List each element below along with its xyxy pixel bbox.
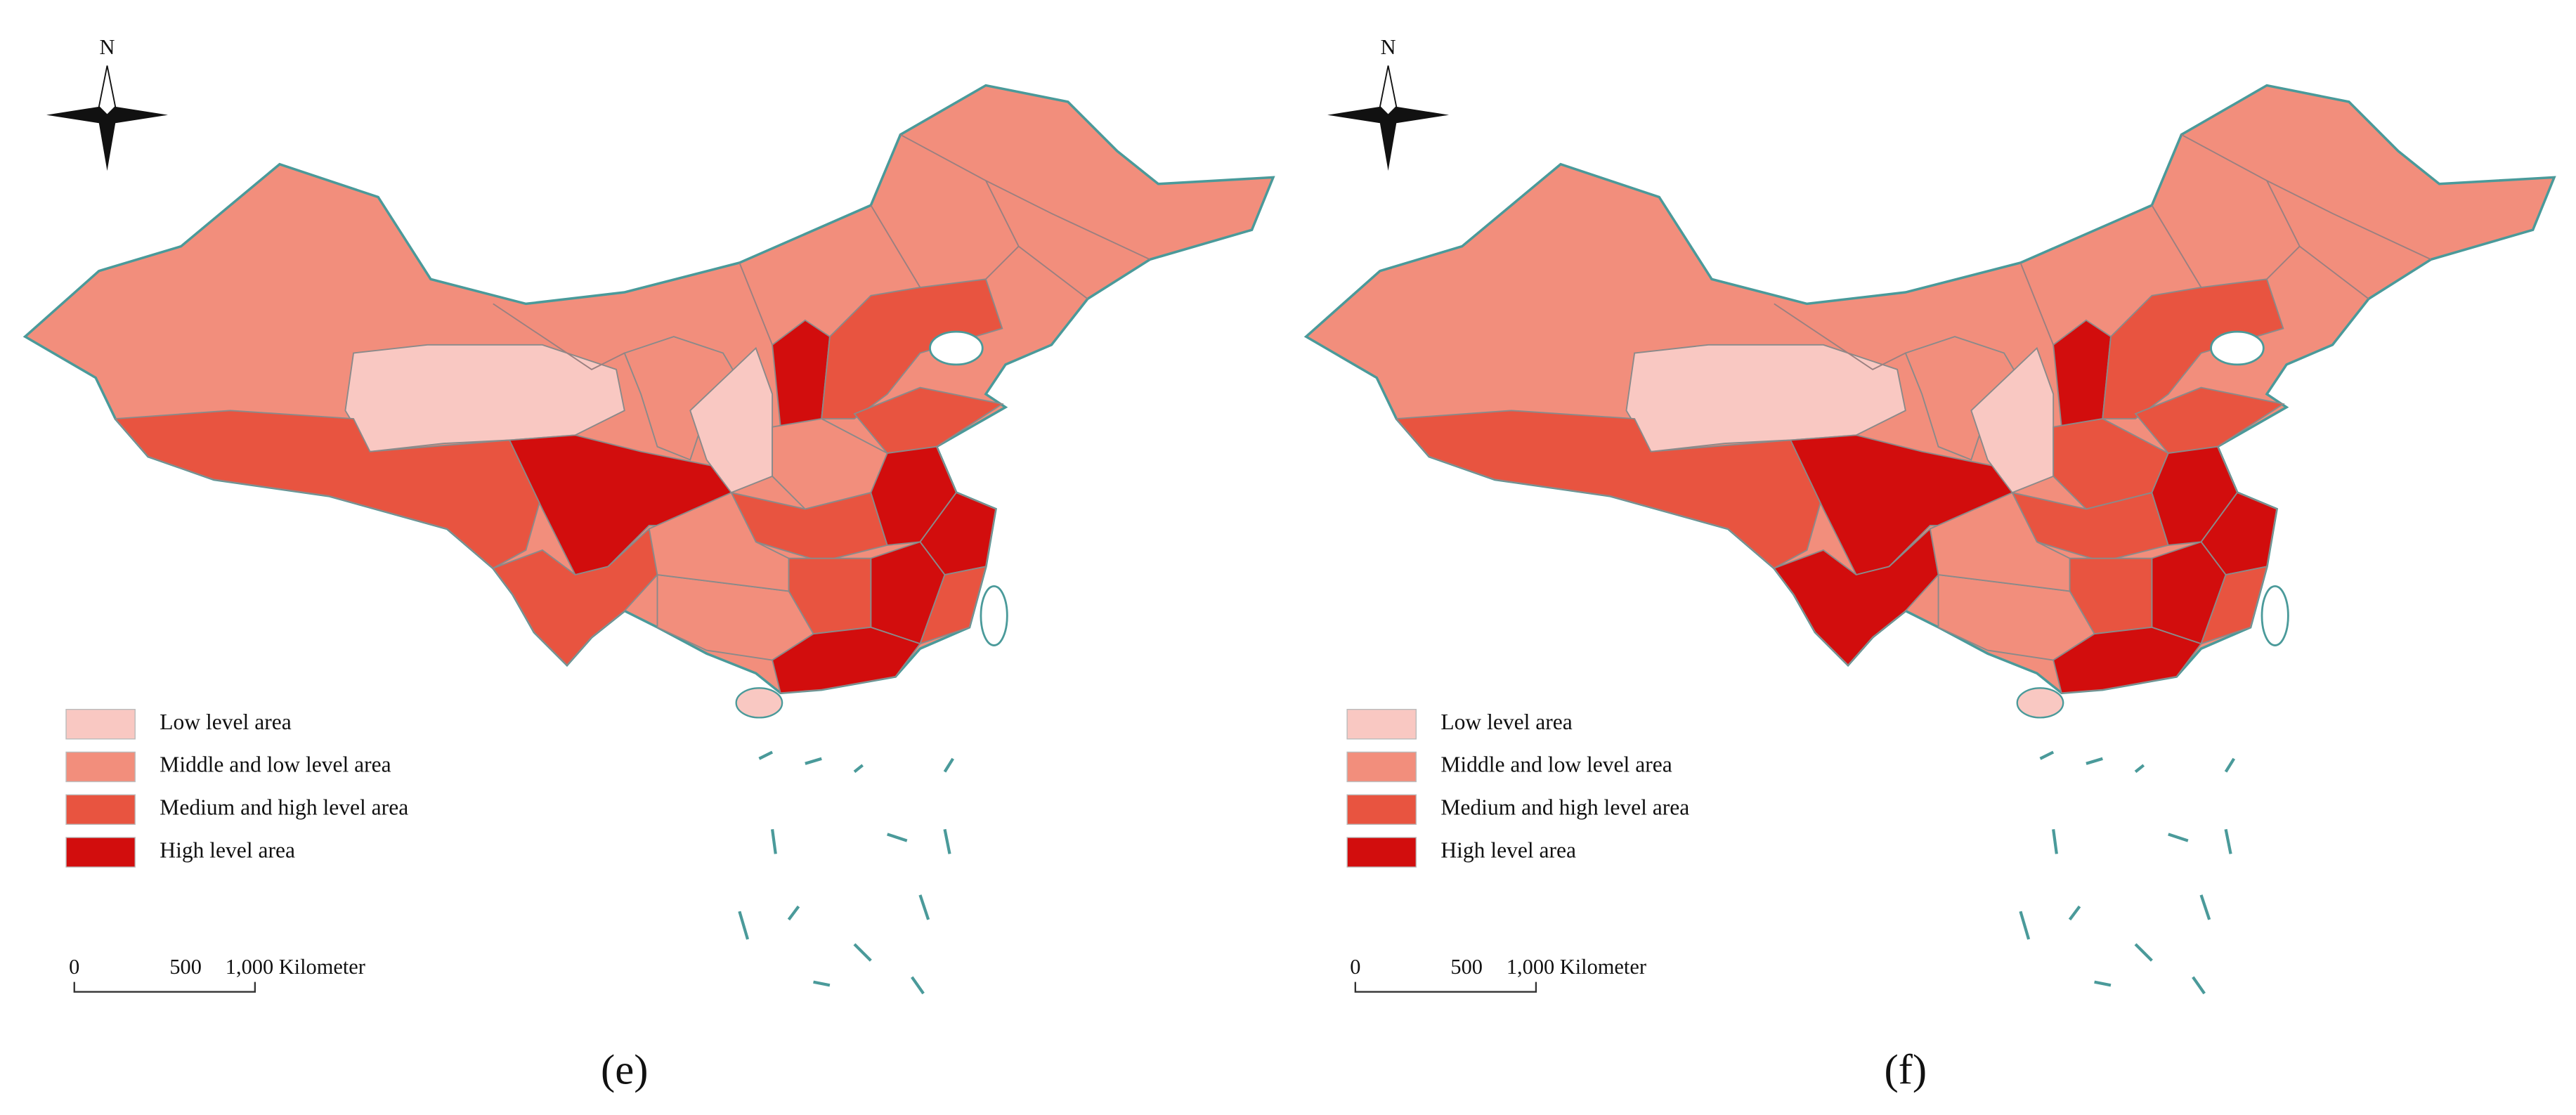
island-mark [2086,757,2103,765]
legend-swatch [65,708,136,740]
island-mark [2199,894,2211,920]
province-border [899,133,1151,261]
hainan [2016,687,2064,719]
map-panel: N Low level area Middle and low level area… [1303,35,2556,1094]
scale-bar [73,982,256,993]
legend-swatch [1346,837,1417,868]
province-border [2019,262,2055,346]
scale-label: 0 [1350,955,1360,979]
bohai-sea [2210,330,2265,366]
province-border [1774,303,1906,370]
map-panel: N Low level area Middle and low level area… [22,35,1275,1094]
legend-swatch [1346,708,1417,740]
island-mark [943,828,951,854]
province [2199,566,2268,645]
island-mark [2224,828,2232,854]
province-border [2181,133,2432,261]
scale-label: 1,000 Kilometer [226,955,365,979]
legend-label: Middle and low level area [160,752,391,777]
island-mark [2052,829,2058,854]
island-mark [813,980,831,987]
province [492,527,658,666]
island-mark [2039,750,2055,760]
island-mark [2134,943,2153,962]
island-mark [2094,980,2112,987]
island-mark [2134,764,2145,774]
legend-swatch [1346,751,1417,783]
island-mark [853,943,872,962]
province-border [739,262,773,346]
province-border [493,303,625,370]
legend-swatch [1346,794,1417,826]
province-border [985,245,1020,280]
province [648,491,790,592]
legend-label: Middle and low level area [1440,752,1672,777]
legend-swatch [65,751,136,783]
province [853,386,1004,455]
legend-label: High level area [1440,837,1576,862]
scale-bar [1354,982,1537,993]
north-label: N [100,35,115,59]
island-mark [887,833,908,842]
legend-label: Low level area [160,710,291,734]
province [1395,410,1824,569]
legend-label: Medium and high level area [160,795,408,820]
legend-swatch [65,794,136,826]
province [1773,527,1939,666]
taiwan [980,585,1008,646]
scale-label: 500 [169,955,202,979]
island-mark [911,976,925,995]
island-mark [2224,757,2236,773]
island-mark [787,905,800,921]
compass [1327,65,1450,171]
island-mark [853,764,864,774]
legend-swatch [65,837,136,868]
scale-label: 0 [69,955,79,979]
island-mark [2068,905,2081,921]
island-mark [771,829,777,854]
legend-label: Low level area [1440,710,1572,734]
island-mark [2168,833,2189,842]
province [772,626,921,694]
hainan [735,687,783,719]
compass [46,65,168,171]
province [2053,626,2203,694]
province-border [870,204,921,288]
island-mark [758,750,774,760]
province-border [2266,245,2301,280]
north-label: N [1381,35,1396,59]
legend-label: Medium and high level area [1440,795,1689,820]
bohai-sea [929,330,984,366]
island-mark [943,757,954,773]
island-mark [805,757,822,765]
island-mark [2019,911,2031,940]
caption: (e) [601,1047,648,1094]
scale-label: 500 [1450,955,1483,979]
taiwan [2260,585,2289,646]
island-mark [918,894,930,920]
island-mark [738,911,750,940]
province [1929,491,2071,592]
province-border [2151,204,2202,288]
caption: (f) [1884,1047,1927,1094]
province [114,410,543,569]
legend-label: High level area [160,837,295,862]
compass-light [98,65,117,116]
compass-light [1379,65,1398,116]
scale-label: 1,000 Kilometer [1507,955,1646,979]
province [2134,386,2285,455]
province [918,566,987,645]
island-mark [2192,976,2206,995]
